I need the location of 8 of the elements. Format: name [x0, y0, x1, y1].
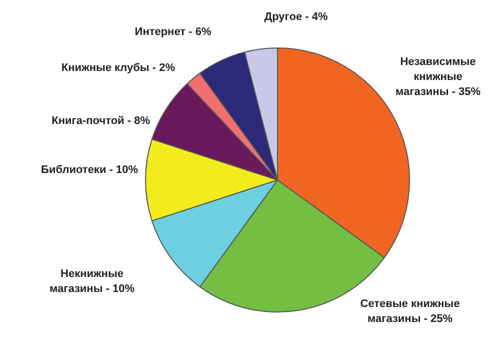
slice-label: Другое - 4% [264, 11, 328, 24]
slice-label: Книга-почтой - 8% [52, 115, 150, 128]
slice-label: Некнижные магазины - 10% [49, 268, 135, 296]
slice-label: Книжные клубы - 2% [61, 62, 176, 74]
slice-label: Сетевые книжные магазины - 25% [360, 298, 460, 326]
slice-label: Независимые книжные магазины - 35% [395, 56, 481, 98]
slice-label: Интернет - 6% [134, 26, 212, 38]
slice-label: Библиотеки - 10% [41, 164, 138, 176]
